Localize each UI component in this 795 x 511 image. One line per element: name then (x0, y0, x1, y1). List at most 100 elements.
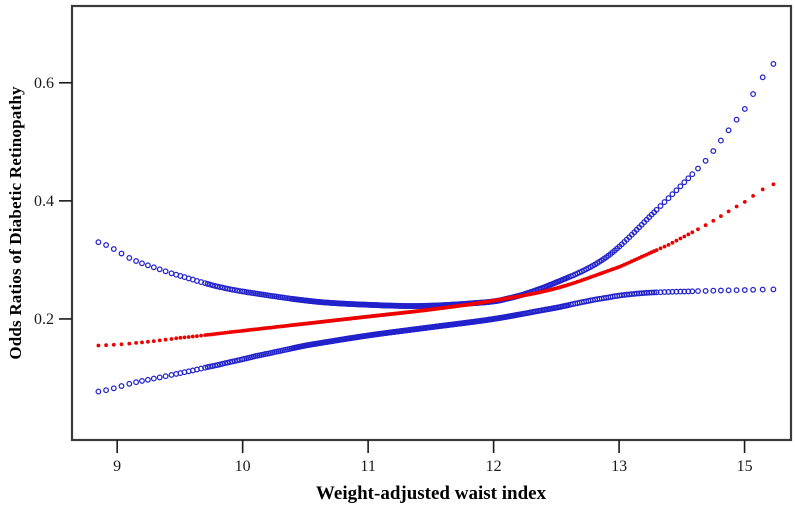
ci-point (725, 127, 732, 134)
estimate-point (686, 232, 691, 237)
x-tick-label: 13 (611, 458, 627, 475)
ci-point (202, 280, 209, 287)
ci-point (168, 270, 175, 277)
x-tick-label: 10 (235, 458, 251, 475)
estimate-point (151, 339, 156, 343)
estimate-point (703, 223, 708, 228)
ci-point (651, 289, 658, 296)
estimate-point (666, 243, 671, 247)
ci-point (217, 361, 223, 368)
ci-point (733, 287, 740, 294)
estimate-point (760, 187, 765, 192)
estimate-point (771, 182, 776, 187)
ci-point (741, 287, 748, 293)
estimate-point (674, 238, 679, 243)
ci-point (103, 242, 110, 248)
ci-point (103, 387, 110, 394)
ci-point (139, 377, 145, 384)
ci-point (144, 376, 151, 383)
ci-point (207, 281, 214, 288)
ci-point (150, 264, 157, 271)
x-tick-label: 15 (737, 458, 753, 475)
ci-point (95, 388, 102, 395)
estimate-point (690, 230, 695, 235)
estimate-point (140, 340, 144, 345)
ci-point (133, 258, 140, 264)
ci-point (717, 137, 724, 144)
ci-point (759, 74, 766, 81)
estimate-point (654, 248, 659, 253)
ci-point (204, 280, 211, 287)
ci-point (144, 262, 151, 269)
ci-point (653, 206, 660, 213)
ci-point (665, 288, 672, 295)
x-axis-title: Weight-adjusted waist index (315, 483, 547, 504)
ci-point (156, 374, 163, 381)
ci-point (110, 385, 117, 392)
estimate-point (174, 336, 179, 341)
ci-point (695, 288, 701, 295)
estimate-point (662, 244, 667, 249)
ci-point (689, 288, 696, 295)
ci-point (168, 371, 175, 378)
estimate-point (134, 341, 139, 345)
ci-point (710, 287, 717, 294)
ci-point (759, 286, 766, 293)
estimate-point (734, 204, 739, 209)
estimate-point (742, 200, 747, 204)
estimate-point (146, 339, 150, 344)
estimate-point (111, 342, 116, 347)
estimate-point (751, 194, 755, 198)
ci-point (681, 179, 688, 186)
estimate-point (169, 337, 174, 341)
estimate-point (119, 342, 124, 347)
ci-point (702, 287, 709, 294)
estimate-point (195, 334, 199, 338)
estimate-point (696, 227, 700, 232)
estimate-point (199, 333, 204, 338)
ci-point (657, 203, 664, 209)
estimate-point (719, 214, 723, 219)
ci-point (665, 195, 672, 202)
x-tick-label: 12 (486, 458, 502, 475)
ci-point (162, 268, 169, 275)
ci-point (95, 239, 102, 246)
y-tick-label: 0.2 (34, 311, 54, 328)
ci-point (717, 287, 724, 294)
ci-point (156, 266, 163, 273)
estimate-point (670, 240, 675, 245)
ci-point (118, 383, 125, 389)
x-tick-label: 11 (360, 458, 375, 475)
ci-point (139, 260, 145, 267)
y-tick-label: 0.6 (34, 75, 54, 92)
estimate-point (104, 343, 108, 348)
estimate-point (658, 246, 663, 251)
estimate-point (157, 338, 162, 343)
ci-point (733, 116, 740, 123)
series-odds-ratio-estimate (96, 182, 776, 348)
ci-point (750, 286, 757, 293)
estimate-point (726, 209, 731, 214)
series-ci-upper (95, 60, 777, 309)
estimate-point (186, 335, 191, 339)
ci-point (710, 148, 717, 154)
estimate-point (682, 234, 687, 239)
estimate-point (190, 334, 195, 339)
ci-point (673, 187, 680, 194)
ci-point (110, 246, 117, 252)
estimate-point (182, 335, 187, 340)
ci-point (770, 286, 777, 293)
estimate-point (127, 341, 132, 346)
ci-point (695, 165, 701, 172)
estimate-point (678, 236, 683, 241)
ci-point (725, 287, 732, 294)
ci-point (750, 91, 757, 98)
ci-point (702, 157, 709, 164)
ci-point (685, 175, 692, 182)
ci-point (653, 289, 660, 296)
x-tick-label: 9 (113, 458, 121, 475)
plot-frame (70, 4, 793, 442)
ci-point (677, 288, 684, 295)
ci-point (689, 171, 696, 178)
